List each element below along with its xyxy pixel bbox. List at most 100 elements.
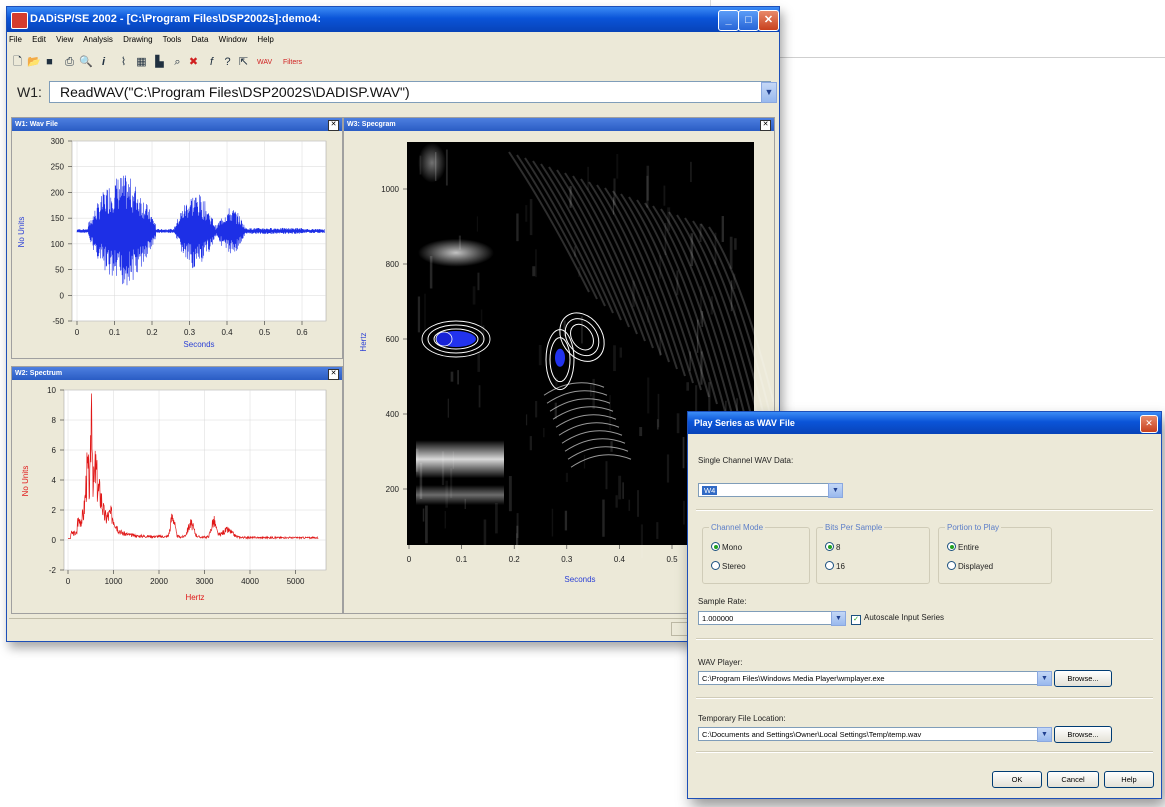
spectrogram-noise: [606, 461, 608, 489]
w1-ytick: 150: [51, 214, 65, 223]
single-channel-value: W4: [702, 486, 717, 495]
bits-8-radio[interactable]: 8: [825, 542, 840, 552]
new-file-icon[interactable]: 🗋: [11, 56, 24, 69]
wav-player-label: WAV Player:: [698, 658, 742, 667]
w1-plot: 300250200150100500-50 0 0.1 0.2 0.3 0.4 0.5 0.…: [12, 132, 342, 358]
temp-location-input[interactable]: C:\Documents and Settings\Owner\Local Se…: [698, 727, 1040, 741]
title-bar[interactable]: DADiSP/SE 2002 - [C:\Program Files\DSP20…: [7, 7, 779, 32]
menu-edit[interactable]: Edit: [32, 35, 46, 44]
autoscale-checkbox[interactable]: ✓ Autoscale Input Series: [851, 613, 944, 625]
w2-xtick: 4000: [241, 577, 259, 586]
w1-xtick: 0.2: [146, 328, 158, 337]
displayed-radio[interactable]: Displayed: [947, 561, 993, 571]
displayed-label: Displayed: [958, 562, 993, 571]
print-preview-icon[interactable]: 🔍: [79, 56, 92, 69]
table-view-icon[interactable]: ▦: [135, 56, 148, 69]
stereo-radio[interactable]: Stereo: [711, 561, 746, 571]
spectrogram-noise: [683, 437, 685, 468]
spectrogram-noise: [618, 476, 621, 500]
w2-plot: 10 8 6 4 2 0 -2 0 1000 2000 3000 4000 5000 No Units…: [12, 381, 342, 613]
w1-ylabel: No Units: [17, 217, 26, 248]
cancel-button[interactable]: Cancel: [1047, 771, 1099, 788]
function-icon[interactable]: f: [205, 56, 218, 69]
mono-label: Mono: [722, 543, 742, 552]
sample-rate-dropdown-icon[interactable]: ▼: [831, 611, 846, 626]
w1-ytick: 0: [60, 291, 65, 300]
spectrogram-noise: [690, 162, 691, 182]
wav-player-input[interactable]: C:\Program Files\Windows Media Player\wm…: [698, 671, 1040, 685]
bar-chart-icon[interactable]: ▙: [153, 56, 166, 69]
temp-location-dropdown-icon[interactable]: ▼: [1037, 727, 1052, 742]
spectrogram-noise: [584, 455, 585, 469]
command-input[interactable]: ReadWAV("C:\Program Files\DSP2002S\DADIS…: [49, 81, 771, 103]
temp-location-browse-button[interactable]: Browse...: [1054, 726, 1112, 743]
menu-tools[interactable]: Tools: [163, 35, 182, 44]
w1-xtick: 0: [75, 328, 80, 337]
w1-close-icon[interactable]: ✕: [328, 120, 339, 131]
wav-player-browse-button[interactable]: Browse...: [1054, 670, 1112, 687]
app-icon[interactable]: [11, 12, 28, 29]
w1-ytick: -50: [52, 317, 64, 326]
info-icon[interactable]: i: [97, 56, 110, 69]
dialog-close-icon[interactable]: ✕: [1140, 415, 1158, 433]
menu-file[interactable]: File: [9, 35, 22, 44]
menu-data[interactable]: Data: [192, 35, 209, 44]
maximize-button[interactable]: □: [738, 10, 759, 31]
context-help-icon[interactable]: ⇱: [237, 56, 250, 69]
minimize-button[interactable]: _: [718, 10, 739, 31]
spectrogram-noise: [656, 522, 658, 539]
spectrogram-noise: [552, 509, 553, 537]
sample-rate-input[interactable]: 1.000000: [698, 611, 834, 625]
single-channel-select[interactable]: W4: [698, 483, 830, 497]
save-icon[interactable]: ■: [43, 56, 56, 69]
filters-tool-button[interactable]: Filters: [283, 59, 302, 66]
spectrogram-noise: [663, 186, 665, 206]
spectrogram-noise: [457, 370, 459, 384]
spectrogram-noise: [637, 490, 638, 517]
help-icon[interactable]: ?: [221, 56, 234, 69]
w1-xtick: 0.4: [221, 328, 233, 337]
stop-icon[interactable]: ✖: [187, 56, 200, 69]
open-folder-icon[interactable]: 📂: [27, 56, 40, 69]
spectrogram-noise: [734, 238, 736, 250]
menu-view[interactable]: View: [56, 35, 73, 44]
zoom-icon[interactable]: ⌕: [171, 56, 184, 69]
w2-title: W2: Spectrum: [12, 367, 342, 380]
w1-window[interactable]: W1: Wav File ✕ 300 250 200 150 100 50 0 -50 0 0.…: [11, 117, 343, 359]
w3-xtick: 0.4: [614, 555, 626, 564]
command-dropdown-icon[interactable]: ▼: [761, 82, 777, 103]
spectrogram-peak: [436, 332, 452, 346]
wav-tool-button[interactable]: WAV: [257, 59, 272, 66]
w1-ytick: 50: [55, 266, 64, 275]
dialog-title[interactable]: Play Series as WAV File: [688, 412, 1161, 434]
spectrogram-noise: [695, 385, 697, 413]
w2-xtick: 5000: [287, 577, 305, 586]
autoscale-check-icon[interactable]: ✓: [851, 615, 861, 625]
w1-ytick: 250: [51, 163, 65, 172]
menu-drawing[interactable]: Drawing: [123, 35, 152, 44]
spectrogram-noise: [555, 403, 557, 419]
ok-button[interactable]: OK: [992, 771, 1042, 788]
w3-close-icon[interactable]: ✕: [760, 120, 771, 131]
entire-radio[interactable]: Entire: [947, 542, 979, 552]
single-channel-dropdown-icon[interactable]: ▼: [828, 483, 843, 498]
close-button[interactable]: ✕: [758, 10, 779, 31]
bits-16-radio[interactable]: 16: [825, 561, 845, 571]
spectrogram-noise: [677, 413, 680, 433]
mono-radio[interactable]: Mono: [711, 542, 742, 552]
line-plot-icon[interactable]: ⌇: [117, 56, 130, 69]
menu-help[interactable]: Help: [257, 35, 273, 44]
spectrogram-noise: [446, 150, 448, 186]
bits-16-label: 16: [836, 562, 845, 571]
help-button[interactable]: Help: [1104, 771, 1154, 788]
w2-window[interactable]: W2: Spectrum ✕ 10 8 6 4 2 0 -2 0 1000 2000 3000 40…: [11, 366, 343, 614]
w3-title: W3: Specgram: [344, 118, 774, 131]
w3-ytick: 600: [386, 335, 400, 344]
wav-player-dropdown-icon[interactable]: ▼: [1037, 671, 1052, 686]
print-icon[interactable]: ⎙: [63, 56, 76, 69]
menu-analysis[interactable]: Analysis: [83, 35, 113, 44]
portion-to-play-label: Portion to Play: [945, 523, 1001, 532]
w2-xlabel: Hertz: [185, 593, 204, 602]
menu-window[interactable]: Window: [219, 35, 247, 44]
w2-close-icon[interactable]: ✕: [328, 369, 339, 380]
